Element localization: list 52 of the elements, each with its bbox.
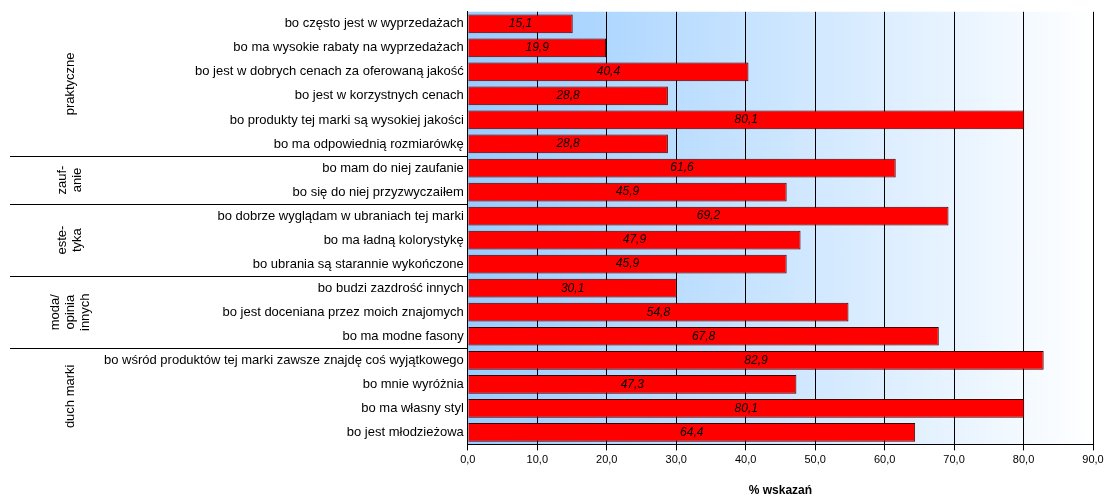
y-tick-label: bo dobrze wyglądam w ubraniach tej marki [217,207,464,223]
x-tick-label: 90,0 [1082,453,1104,466]
data-label: 82,9 [744,352,769,367]
data-label: 67,8 [691,328,716,343]
x-tick-label: 40,0 [734,453,757,466]
text: praktyczne [61,52,77,116]
text: moda/ opinia innych [46,293,92,332]
data-label: 28,8 [555,88,581,103]
y-tick-label: bo jest doceniana przez moich znajomych [222,303,464,319]
y-tick-label: bo mam do niej zaufanie [322,159,464,175]
y-tick-label: bo się do niej przyzwyczaiłem [292,183,464,199]
x-tick-label: 80,0 [1012,453,1035,466]
x-tick-label: 0,0 [460,453,476,466]
text: zauf- anie [54,165,85,195]
data-label: 28,8 [555,136,581,151]
y-tick-label: bo ma modne fasony [342,327,465,343]
y-tick-label: bo jest młodzieżowa [346,423,465,439]
data-label: 54,8 [646,304,671,319]
y-tick-label: bo często jest w wyprzedażach [284,15,464,31]
y-tick-label: bo mnie wyróżnia [362,375,465,391]
y-tick-label: bo produkty tej marki są wysokiej jakości [229,111,464,127]
data-label: 80,1 [734,112,758,127]
x-tick-label: 70,0 [943,453,965,466]
data-label: 69,2 [696,208,721,223]
data-label: 45,9 [615,184,640,199]
y-tick-label: bo budzi zazdrość innych [317,279,464,295]
data-label: 64,4 [680,424,704,439]
x-tick-label: 30,0 [665,453,687,466]
y-tick-label: bo jest w korzystnych cenach [294,87,464,103]
x-tick-label: 20,0 [596,453,618,466]
y-tick-label: bo ma własny styl [361,399,464,415]
data-label: 15,1 [508,16,533,31]
x-tick-label: 50,0 [804,453,826,466]
x-tick-label: 60,0 [873,453,896,466]
y-tick-label: bo ma ładną kolorystykę [323,231,464,247]
data-label: 47,9 [622,232,647,247]
x-axis-title: % wskazań [748,483,813,498]
data-label: 61,6 [670,160,695,175]
text: este- tyka [54,225,85,255]
data-label: 47,3 [620,376,645,391]
text: duch marki [61,364,77,429]
x-tick-label: 10,0 [526,453,548,466]
y-tick-label: bo wśród produktów tej marki zawsze znajdę coś wyjątkowego [103,351,464,367]
y-tick-label: bo ma odpowiednią rozmiarówkę [273,135,464,151]
data-label: 19,9 [525,40,550,55]
data-label: 40,4 [596,64,621,79]
data-label: 30,1 [560,280,585,295]
y-tick-label: bo ubrania są starannie wykończone [252,255,464,271]
y-tick-label: bo ma wysokie rabaty na wyprzedażach [233,39,464,55]
y-tick-label: bo jest w dobrych cenach za oferowaną jakość [195,63,465,79]
data-label: 45,9 [615,256,640,271]
data-label: 80,1 [734,400,758,415]
